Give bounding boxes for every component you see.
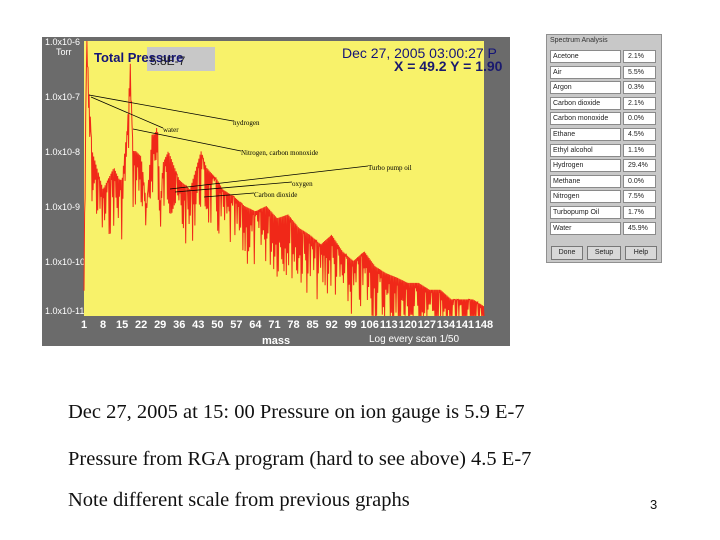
- x-tick-label: 127: [418, 319, 436, 331]
- gas-name: Air: [550, 65, 621, 79]
- x-tick-label: 57: [230, 319, 242, 331]
- gas-name: Hydrogen: [550, 159, 621, 173]
- peak-annotation: hydrogen: [233, 119, 260, 127]
- x-tick-label: 1: [81, 319, 87, 331]
- gas-row: Air 5.5%: [550, 65, 658, 80]
- peak-annotation: water: [163, 126, 179, 134]
- x-tick-label: 64: [249, 319, 262, 331]
- gas-percent: 7.5%: [623, 190, 656, 204]
- x-tick-label: 29: [154, 319, 166, 331]
- x-tick-label: 22: [135, 319, 147, 331]
- gas-percent: 1.1%: [623, 143, 656, 157]
- x-tick-label: 106: [361, 319, 379, 331]
- total-pressure-title: Total Pressure: [94, 50, 183, 65]
- setup-button[interactable]: Setup: [587, 246, 621, 260]
- x-tick-label: 85: [306, 319, 318, 331]
- gas-row: Methane 0.0%: [550, 174, 658, 189]
- y-tick-label: 1.0x10-6: [45, 37, 80, 47]
- gas-name: Nitrogen: [550, 190, 621, 204]
- gas-row: Hydrogen 29.4%: [550, 159, 658, 173]
- gas-row: Ethane 4.5%: [550, 128, 658, 142]
- rga-spectrum-chart: 1.0x10-6 1.0x10-7 1.0x10-8 1.0x10-9 1.0x10-1…: [45, 37, 503, 346]
- gas-name: Turbopump Oil: [550, 206, 621, 219]
- gas-percent: 0.3%: [623, 81, 656, 95]
- gas-percent: 4.5%: [623, 128, 656, 141]
- peak-annotation: oxygen: [292, 180, 313, 188]
- gas-name: Methane: [550, 174, 621, 188]
- y-tick-label: 1.0x10-9: [45, 202, 80, 212]
- gas-name: Carbon dioxide: [550, 96, 621, 110]
- unit-label: Torr: [56, 47, 72, 57]
- cursor-readout: X = 49.2 Y = 1.90: [394, 58, 503, 74]
- total-pressure-value: 5.8E-7: [150, 54, 186, 68]
- peak-annotation: Turbo pump oil: [368, 164, 412, 172]
- page-number: 3: [650, 497, 658, 512]
- peak-annotation: Nitrogen, carbon monoxide: [241, 149, 318, 157]
- gas-percent: 0.0%: [623, 112, 656, 126]
- x-tick-label: 134: [437, 319, 456, 331]
- x-tick-label: 120: [399, 319, 417, 331]
- gas-row: Carbon dioxide 2.1%: [550, 96, 658, 111]
- panel-title: Spectrum Analysis: [550, 37, 608, 44]
- annotation-leader: [132, 128, 242, 152]
- gas-row: Argon 0.3%: [550, 81, 658, 95]
- peak-annotation: Carbon dioxide: [254, 191, 297, 199]
- gas-name: Ethyl alcohol: [550, 143, 621, 157]
- scan-timestamp: Dec 27, 2005 03:00:27 P: [342, 45, 497, 61]
- x-tick-label: 78: [287, 319, 299, 331]
- x-tick-label: 8: [100, 319, 106, 331]
- gas-percent: 1.7%: [623, 206, 656, 219]
- x-tick-label: 113: [380, 319, 398, 331]
- x-tick-label: 71: [268, 319, 280, 331]
- annotation-leader: [88, 94, 234, 122]
- gas-name: Ethane: [550, 128, 621, 141]
- gas-name: Argon: [550, 81, 621, 95]
- x-tick-label: 36: [173, 319, 185, 331]
- gas-percent: 0.0%: [623, 174, 656, 188]
- gas-name: Water: [550, 221, 621, 235]
- gas-row: Acetone 2.1%: [550, 50, 658, 64]
- y-tick-label: 1.0x10-10: [45, 257, 85, 267]
- y-tick-label: 1.0x10-7: [45, 92, 80, 102]
- caption-rga-pressure: Pressure from RGA program (hard to see a…: [68, 448, 532, 470]
- gas-percent: 2.1%: [623, 50, 656, 63]
- gas-row: Turbopump Oil 1.7%: [550, 206, 658, 220]
- x-axis-label: mass: [262, 335, 290, 346]
- gas-name: Carbon monoxide: [550, 112, 621, 126]
- total-pressure-box: [147, 47, 215, 71]
- annotation-leader: [169, 165, 369, 190]
- annotation-leader: [174, 181, 293, 193]
- y-tick-label: 1.0x10-11: [45, 306, 84, 316]
- caption-ion-gauge: Dec 27, 2005 at 15: 00 Pressure on ion g…: [68, 401, 525, 423]
- annotation-leader: [203, 192, 255, 198]
- spectrum-analysis-panel: Spectrum Analysis Acetone 2.1% Air 5.5% Argo…: [546, 34, 662, 263]
- done-button[interactable]: Done: [551, 246, 583, 260]
- annotation-leader: [90, 96, 164, 129]
- x-tick-label: 15: [116, 319, 128, 331]
- gas-percent: 5.5%: [623, 65, 656, 79]
- x-tick-label: 50: [211, 319, 223, 331]
- gas-row: Nitrogen 7.5%: [550, 190, 658, 204]
- x-tick-label: 99: [345, 319, 357, 331]
- gas-row: Water 45.9%: [550, 221, 658, 236]
- x-tick-label: 141: [456, 319, 474, 331]
- gas-percent: 45.9%: [623, 221, 656, 235]
- plot-area[interactable]: [84, 41, 484, 316]
- x-tick-label: 43: [192, 319, 204, 331]
- gas-row: Carbon monoxide 0.0%: [550, 112, 658, 126]
- x-tick-label: 92: [325, 319, 337, 331]
- caption-scale-note: Note different scale from previous graph…: [68, 489, 410, 511]
- y-tick-label: 1.0x10-8: [45, 147, 80, 157]
- gas-name: Acetone: [550, 50, 621, 63]
- help-button[interactable]: Help: [625, 246, 657, 260]
- x-tick-label: 148: [475, 319, 493, 331]
- gas-percent: 29.4%: [623, 159, 656, 173]
- log-mode-label: Log every scan 1/50: [369, 334, 459, 345]
- rga-spectrum-window: 1.0x10-6 1.0x10-7 1.0x10-8 1.0x10-9 1.0x10-1…: [42, 37, 510, 346]
- gas-row: Ethyl alcohol 1.1%: [550, 143, 658, 158]
- gas-percent: 2.1%: [623, 96, 656, 110]
